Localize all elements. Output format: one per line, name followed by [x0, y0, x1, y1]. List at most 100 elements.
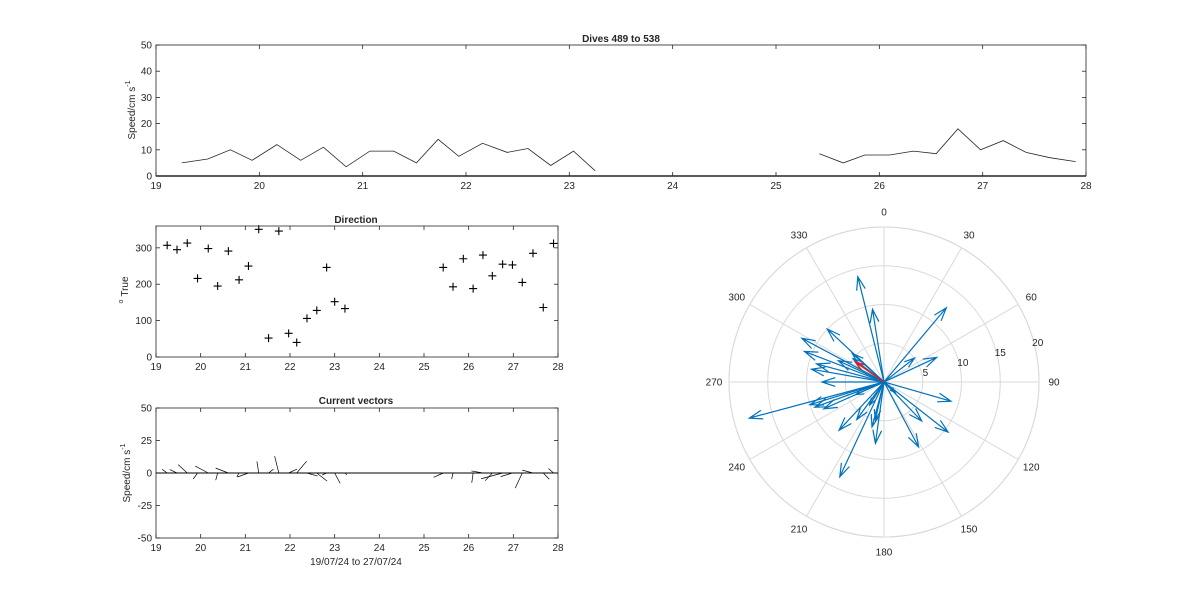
- polar-spoke: [883, 381, 962, 517]
- polar-theta-label: 150: [961, 525, 978, 536]
- vector-stick: [268, 468, 274, 474]
- direction-point: [204, 244, 213, 253]
- vector-stick: [500, 472, 513, 477]
- direction-point: [478, 251, 487, 260]
- speed-axes-box: [155, 44, 1087, 177]
- polar-arrow: [814, 362, 885, 383]
- vector-stick: [215, 472, 218, 481]
- vector-stick: [236, 472, 240, 477]
- vector-stick: [177, 464, 188, 474]
- vectors-xlabel: 19/07/24 to 27/07/24: [310, 557, 402, 568]
- direction-axes-box: [155, 225, 559, 358]
- vectors-ytick-label: -50: [138, 534, 153, 545]
- direction-point: [459, 254, 468, 263]
- direction-point: [528, 249, 537, 258]
- speed-panel: Dives 489 to 538 Speed/cm s-1 19 20 21 22 23…: [125, 34, 1092, 192]
- polar-theta-label: 90: [1048, 378, 1060, 389]
- polar-r-label: 20: [1032, 338, 1044, 349]
- direction-point: [213, 282, 222, 291]
- polar-arrow: [883, 381, 920, 449]
- vector-stick: [316, 472, 328, 482]
- vector-stick: [169, 469, 178, 474]
- direction-point: [312, 306, 321, 315]
- vectors-ytick-label: 50: [141, 404, 153, 415]
- direction-panel: Direction o True 19 20 21 22 23 24 25 26 27 28 0 100…: [118, 215, 564, 373]
- direction-point: [518, 278, 527, 287]
- vector-stick: [215, 467, 229, 474]
- direction-point: [508, 260, 517, 269]
- speed-ytick-label: 10: [141, 145, 153, 156]
- polar-arrow: [872, 381, 885, 446]
- direction-point: [488, 271, 497, 280]
- direction-point: [193, 274, 202, 283]
- direction-xtick-label: 20: [195, 362, 207, 373]
- direction-point: [284, 329, 293, 338]
- polar-theta-label: 330: [791, 230, 808, 241]
- polar-arrow: [883, 306, 948, 383]
- speed-ylabel-text: Speed/cm s: [127, 87, 138, 140]
- direction-point: [244, 262, 253, 271]
- polar-arrow: [850, 352, 885, 383]
- direction-point: [302, 314, 311, 323]
- direction-point: [264, 334, 273, 343]
- speed-xtick-label: 19: [150, 181, 162, 192]
- vector-stick: [237, 472, 249, 478]
- vectors-ylabel-sup: -1: [120, 443, 127, 449]
- vector-stick: [274, 456, 280, 474]
- direction-ytick-label: 300: [135, 243, 152, 254]
- direction-xtick-label: 26: [463, 362, 475, 373]
- direction-point: [439, 263, 448, 272]
- vectors-ylabel-text: Speed/cm s: [122, 450, 133, 503]
- speed-ylabel: Speed/cm s-1: [125, 80, 138, 139]
- vector-stick: [256, 461, 260, 474]
- vectors-ylabel: Speed/cm s-1: [120, 443, 133, 502]
- polar-arrow: [883, 381, 924, 423]
- speed-ytick-label: 40: [141, 67, 153, 78]
- speed-series-line-0: [181, 138, 596, 172]
- direction-point: [224, 247, 233, 256]
- polar-spoke: [883, 304, 1019, 383]
- polar-spoke: [806, 247, 885, 383]
- direction-point: [163, 241, 172, 250]
- vectors-xtick-label: 19: [150, 543, 162, 554]
- polar-arrow: [869, 307, 885, 383]
- vector-stick: [306, 472, 318, 477]
- direction-ylabel-sup: o: [118, 300, 125, 304]
- direction-point: [274, 227, 283, 236]
- vector-stick: [433, 472, 444, 478]
- speed-xtick-label: 28: [1080, 181, 1092, 192]
- vector-stick: [471, 472, 474, 483]
- speed-xtick-label: 26: [874, 181, 886, 192]
- direction-point: [330, 297, 339, 306]
- polar-mean-arrow: [853, 360, 885, 383]
- speed-title: Dives 489 to 538: [582, 34, 660, 45]
- polar-theta-label: 0: [881, 208, 887, 219]
- vector-stick: [334, 472, 341, 484]
- vectors-title: Current vectors: [319, 396, 394, 407]
- vectors-xtick-label: 21: [240, 543, 252, 554]
- direction-title: Direction: [334, 215, 377, 226]
- polar-r-label: 10: [957, 358, 969, 369]
- direction-point: [449, 282, 458, 291]
- svg-text:Speed/cm s-1: Speed/cm s-1: [125, 80, 138, 139]
- direction-xtick-label: 22: [284, 362, 296, 373]
- direction-ytick-label: 0: [146, 353, 152, 364]
- direction-point: [322, 263, 331, 272]
- polar-spoke: [883, 381, 1019, 460]
- polar-theta-label: 180: [876, 548, 893, 559]
- polar-spoke: [883, 247, 962, 383]
- speed-xtick-label: 24: [667, 181, 679, 192]
- vector-stick: [296, 460, 307, 474]
- vectors-xtick-label: 27: [508, 543, 520, 554]
- vectors-xtick-label: 26: [463, 543, 475, 554]
- vector-stick: [514, 472, 523, 489]
- polar-theta-label: 270: [706, 378, 723, 389]
- vectors-xtick-label: 25: [418, 543, 430, 554]
- direction-point: [549, 239, 558, 248]
- direction-point: [292, 338, 301, 347]
- vectors-ytick-label: 25: [141, 436, 153, 447]
- speed-xtick-label: 27: [977, 181, 989, 192]
- polar-spoke: [749, 381, 885, 460]
- direction-point: [539, 303, 548, 312]
- vectors-ytick-label: -25: [138, 501, 153, 512]
